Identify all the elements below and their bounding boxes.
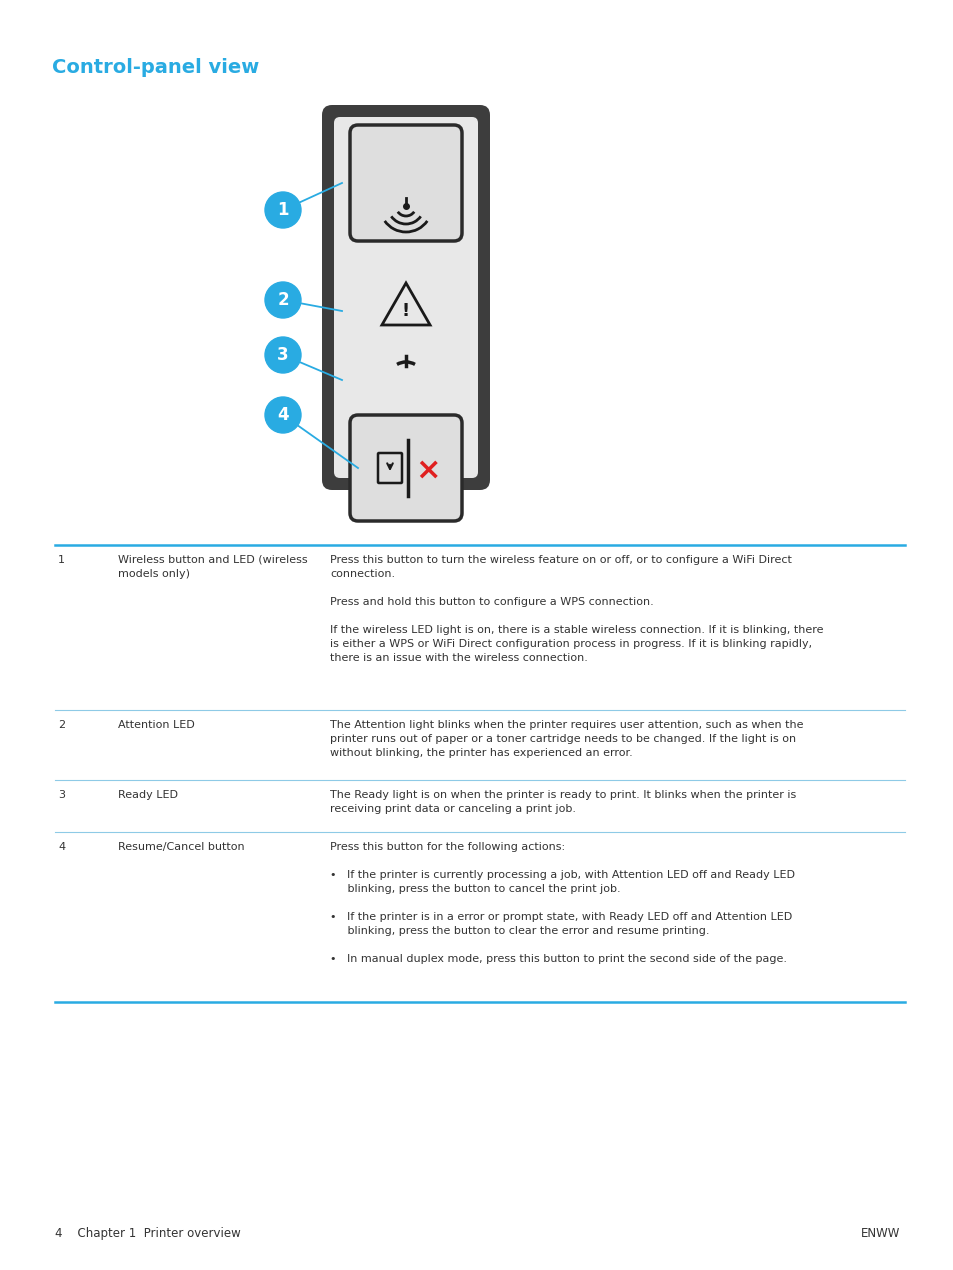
- Text: 1: 1: [277, 201, 289, 218]
- Text: Control-panel view: Control-panel view: [52, 58, 259, 77]
- Circle shape: [265, 398, 301, 433]
- Text: 3: 3: [58, 790, 65, 800]
- Text: Press this button for the following actions:

•   If the printer is currently pr: Press this button for the following acti…: [330, 842, 794, 964]
- Text: The Attention light blinks when the printer requires user attention, such as whe: The Attention light blinks when the prin…: [330, 720, 802, 758]
- Text: 2: 2: [58, 720, 65, 730]
- FancyBboxPatch shape: [350, 415, 461, 521]
- Text: Attention LED: Attention LED: [118, 720, 194, 730]
- Text: 4    Chapter 1  Printer overview: 4 Chapter 1 Printer overview: [55, 1227, 240, 1240]
- FancyBboxPatch shape: [322, 105, 490, 490]
- Text: Ready LED: Ready LED: [118, 790, 178, 800]
- Text: 2: 2: [277, 291, 289, 309]
- Text: Wireless button and LED (wireless
models only): Wireless button and LED (wireless models…: [118, 555, 307, 579]
- Text: 1: 1: [58, 555, 65, 565]
- Circle shape: [265, 282, 301, 318]
- Text: ×: ×: [415, 456, 440, 484]
- Text: Resume/Cancel button: Resume/Cancel button: [118, 842, 244, 852]
- FancyBboxPatch shape: [350, 124, 461, 241]
- Text: The Ready light is on when the printer is ready to print. It blinks when the pri: The Ready light is on when the printer i…: [330, 790, 796, 814]
- FancyBboxPatch shape: [377, 453, 401, 483]
- Text: !: !: [401, 302, 410, 320]
- Text: Press this button to turn the wireless feature on or off, or to configure a WiFi: Press this button to turn the wireless f…: [330, 555, 822, 663]
- FancyBboxPatch shape: [334, 117, 477, 478]
- Text: 4: 4: [58, 842, 65, 852]
- Text: 3: 3: [277, 345, 289, 364]
- Circle shape: [265, 192, 301, 229]
- Text: 4: 4: [277, 406, 289, 424]
- Text: ENWW: ENWW: [860, 1227, 899, 1240]
- Circle shape: [265, 337, 301, 373]
